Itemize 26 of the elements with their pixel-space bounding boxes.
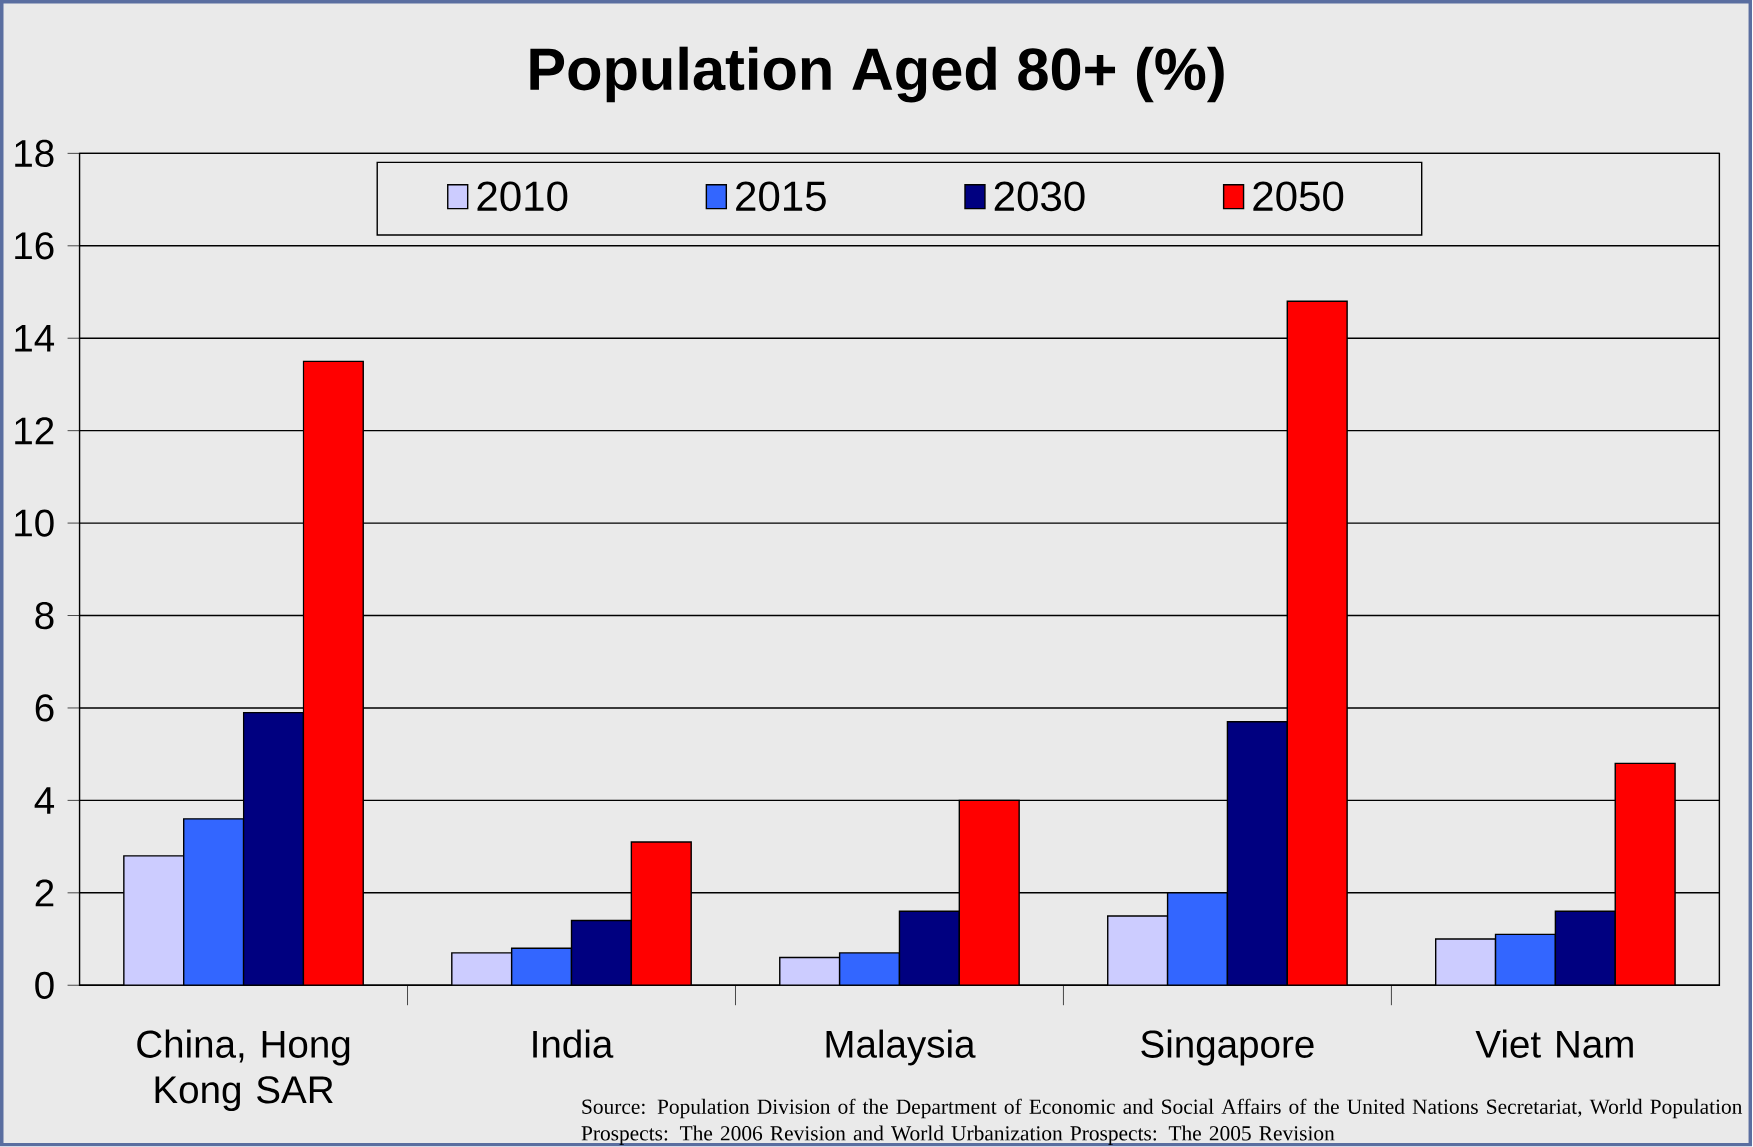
y-tick-label: 16 <box>15 232 54 260</box>
y-tick-label: 10 <box>15 509 54 537</box>
legend-label: 2030 <box>994 181 1085 212</box>
legend-label: 2010 <box>477 181 568 212</box>
source-note: Source: Population Division of the Department of Economic and Social Affairs of the United Nations Secretariat, World Population Prospects: The 2006 Revision and World Urbanization Prospects: The 2005 Revision <box>581 1098 1743 1146</box>
x-tick-label: Malaysia <box>826 1029 976 1066</box>
y-tick-label: 2 <box>35 879 54 907</box>
y-tick-label: 4 <box>34 787 55 814</box>
x-tick-label: Singapore <box>1141 1029 1314 1066</box>
y-tick-label: 0 <box>35 971 54 1000</box>
legend-label: 2015 <box>736 181 826 212</box>
bar <box>779 957 841 986</box>
x-tick-label: India <box>533 1029 614 1059</box>
y-tick-label: 14 <box>15 325 55 352</box>
bar <box>123 855 185 986</box>
y-tick-label: 12 <box>15 417 54 445</box>
chart-title: Population Aged 80+ (%) <box>530 46 1224 103</box>
bar <box>1107 915 1169 986</box>
x-tick-label: China, Hong Kong SAR <box>137 1029 350 1112</box>
y-tick-label: 8 <box>35 602 54 630</box>
y-tick-label: 6 <box>35 694 54 722</box>
bar <box>451 952 513 986</box>
legend-label: 2050 <box>1253 181 1344 212</box>
y-tick-label: 18 <box>15 139 54 168</box>
x-tick-label: Viet Nam <box>1475 1029 1633 1059</box>
bar <box>1435 938 1497 986</box>
